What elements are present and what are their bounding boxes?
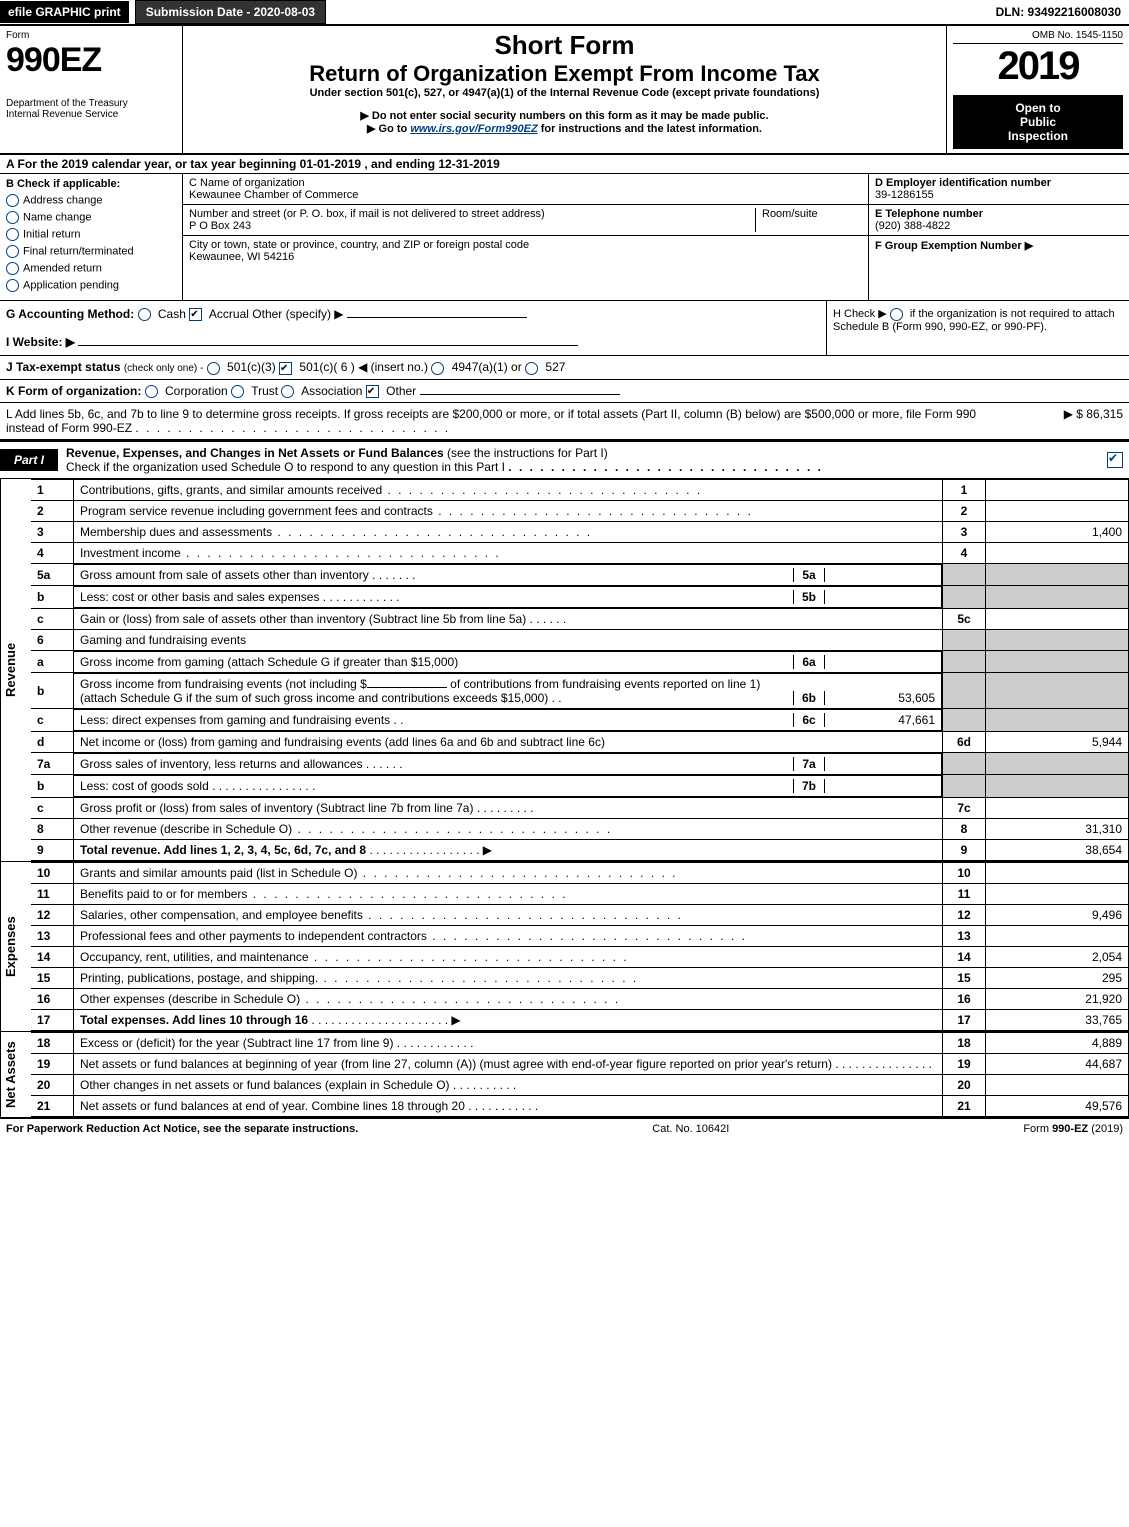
entity-block: B Check if applicable: Address change Na… xyxy=(0,174,1129,301)
addr-label: Number and street (or P. O. box, if mail… xyxy=(189,208,545,220)
open-to-public-box: Open to Public Inspection xyxy=(953,95,1123,149)
revenue-vlabel: Revenue xyxy=(0,479,31,861)
f-label: F Group Exemption Number ▶ xyxy=(875,240,1033,252)
g-label: G Accounting Method: xyxy=(6,307,134,321)
chk-cash[interactable] xyxy=(138,308,151,321)
netassets-section: Net Assets 18Excess or (deficit) for the… xyxy=(0,1032,1129,1118)
form-word: Form xyxy=(6,30,176,41)
chk-4947[interactable] xyxy=(431,362,444,375)
d-label: D Employer identification number xyxy=(875,177,1051,189)
form-number: 990EZ xyxy=(6,41,176,80)
ein: 39-1286155 xyxy=(875,189,934,201)
e-label: E Telephone number xyxy=(875,208,983,220)
l-row: L Add lines 5b, 6c, and 7b to line 9 to … xyxy=(0,403,1129,440)
i-row: I Website: ▶ xyxy=(6,335,820,349)
k-row: K Form of organization: Corporation Trus… xyxy=(0,380,1129,403)
footer-formno: Form 990-EZ (2019) xyxy=(1023,1123,1123,1135)
org-name: Kewaunee Chamber of Commerce xyxy=(189,189,358,201)
page-footer: For Paperwork Reduction Act Notice, see … xyxy=(0,1118,1129,1139)
dln-label: DLN: 93492216008030 xyxy=(988,1,1129,23)
part1-title: Revenue, Expenses, and Changes in Net As… xyxy=(66,446,444,460)
h-label: H Check ▶ xyxy=(833,308,887,320)
chk-corp[interactable] xyxy=(145,385,158,398)
revenue-section: Revenue 1Contributions, gifts, grants, a… xyxy=(0,479,1129,862)
chk-trust[interactable] xyxy=(231,385,244,398)
chk-sched-b[interactable] xyxy=(890,308,903,321)
top-bar: efile GRAPHIC print Submission Date - 20… xyxy=(0,0,1129,26)
irs-label: Internal Revenue Service xyxy=(6,109,176,120)
row-ghi: G Accounting Method: Cash Accrual Other … xyxy=(0,301,1129,356)
g-other: Other (specify) ▶ xyxy=(252,307,343,321)
expenses-section: Expenses 10Grants and similar amounts pa… xyxy=(0,862,1129,1032)
footer-left: For Paperwork Reduction Act Notice, see … xyxy=(6,1123,358,1135)
open-line3: Inspection xyxy=(957,129,1119,143)
open-line2: Public xyxy=(957,115,1119,129)
chk-application-pending[interactable]: Application pending xyxy=(6,279,176,292)
revenue-table: 1Contributions, gifts, grants, and simil… xyxy=(31,479,1129,861)
part1-header: Part I Revenue, Expenses, and Changes in… xyxy=(0,440,1129,479)
j-row: J Tax-exempt status (check only one) - 5… xyxy=(0,356,1129,379)
note-goto-pre: ▶ Go to xyxy=(367,123,410,135)
expenses-table: 10Grants and similar amounts paid (list … xyxy=(31,862,1129,1031)
title-short-form: Short Form xyxy=(189,30,940,61)
dept-label: Department of the Treasury xyxy=(6,98,176,109)
form-header: Form 990EZ Department of the Treasury In… xyxy=(0,26,1129,155)
chk-name-change[interactable]: Name change xyxy=(6,211,176,224)
note-goto: ▶ Go to www.irs.gov/Form990EZ for instru… xyxy=(189,122,940,135)
efile-print-button[interactable]: efile GRAPHIC print xyxy=(0,1,129,23)
subtitle-code: Under section 501(c), 527, or 4947(a)(1)… xyxy=(189,87,940,99)
chk-accrual[interactable] xyxy=(189,308,202,321)
phone: (920) 388-4822 xyxy=(875,220,950,232)
j-label: J Tax-exempt status xyxy=(6,360,121,374)
chk-other-org[interactable] xyxy=(366,385,379,398)
omb-label: OMB No. 1545-1150 xyxy=(953,30,1123,44)
part1-paren: (see the instructions for Part I) xyxy=(447,446,608,460)
chk-final-return[interactable]: Final return/terminated xyxy=(6,245,176,258)
chk-address-change[interactable]: Address change xyxy=(6,194,176,207)
tax-year: 2019 xyxy=(953,44,1123,89)
k-label: K Form of organization: xyxy=(6,384,141,398)
irs-link[interactable]: www.irs.gov/Form990EZ xyxy=(410,123,537,135)
footer-catno: Cat. No. 10642I xyxy=(652,1123,729,1135)
i-label: I Website: ▶ xyxy=(6,335,75,349)
netassets-table: 18Excess or (deficit) for the year (Subt… xyxy=(31,1032,1129,1117)
b-label: B Check if applicable: xyxy=(6,178,120,190)
chk-schedule-o[interactable] xyxy=(1107,452,1123,468)
g-row: G Accounting Method: Cash Accrual Other … xyxy=(6,307,820,321)
netassets-vlabel: Net Assets xyxy=(0,1032,31,1117)
l-amount: ▶ $ 86,315 xyxy=(1003,407,1123,435)
chk-amended-return[interactable]: Amended return xyxy=(6,262,176,275)
part1-check-note: Check if the organization used Schedule … xyxy=(66,460,505,474)
chk-assoc[interactable] xyxy=(281,385,294,398)
city-label: City or town, state or province, country… xyxy=(189,239,529,251)
section-a-period: A For the 2019 calendar year, or tax yea… xyxy=(0,155,1129,174)
open-line1: Open to xyxy=(957,101,1119,115)
c-label: C Name of organization xyxy=(189,177,305,189)
org-address: P O Box 243 xyxy=(189,220,251,232)
note-goto-post: for instructions and the latest informat… xyxy=(541,123,762,135)
org-city: Kewaunee, WI 54216 xyxy=(189,251,294,263)
part1-tab: Part I xyxy=(0,449,58,471)
chk-initial-return[interactable]: Initial return xyxy=(6,228,176,241)
title-return: Return of Organization Exempt From Incom… xyxy=(189,61,940,87)
submission-date-badge: Submission Date - 2020-08-03 xyxy=(135,0,326,24)
chk-527[interactable] xyxy=(525,362,538,375)
room-label: Room/suite xyxy=(762,208,818,220)
note-ssn: ▶ Do not enter social security numbers o… xyxy=(189,109,940,122)
expenses-vlabel: Expenses xyxy=(0,862,31,1031)
chk-501c3[interactable] xyxy=(207,362,220,375)
chk-501c[interactable] xyxy=(279,362,292,375)
